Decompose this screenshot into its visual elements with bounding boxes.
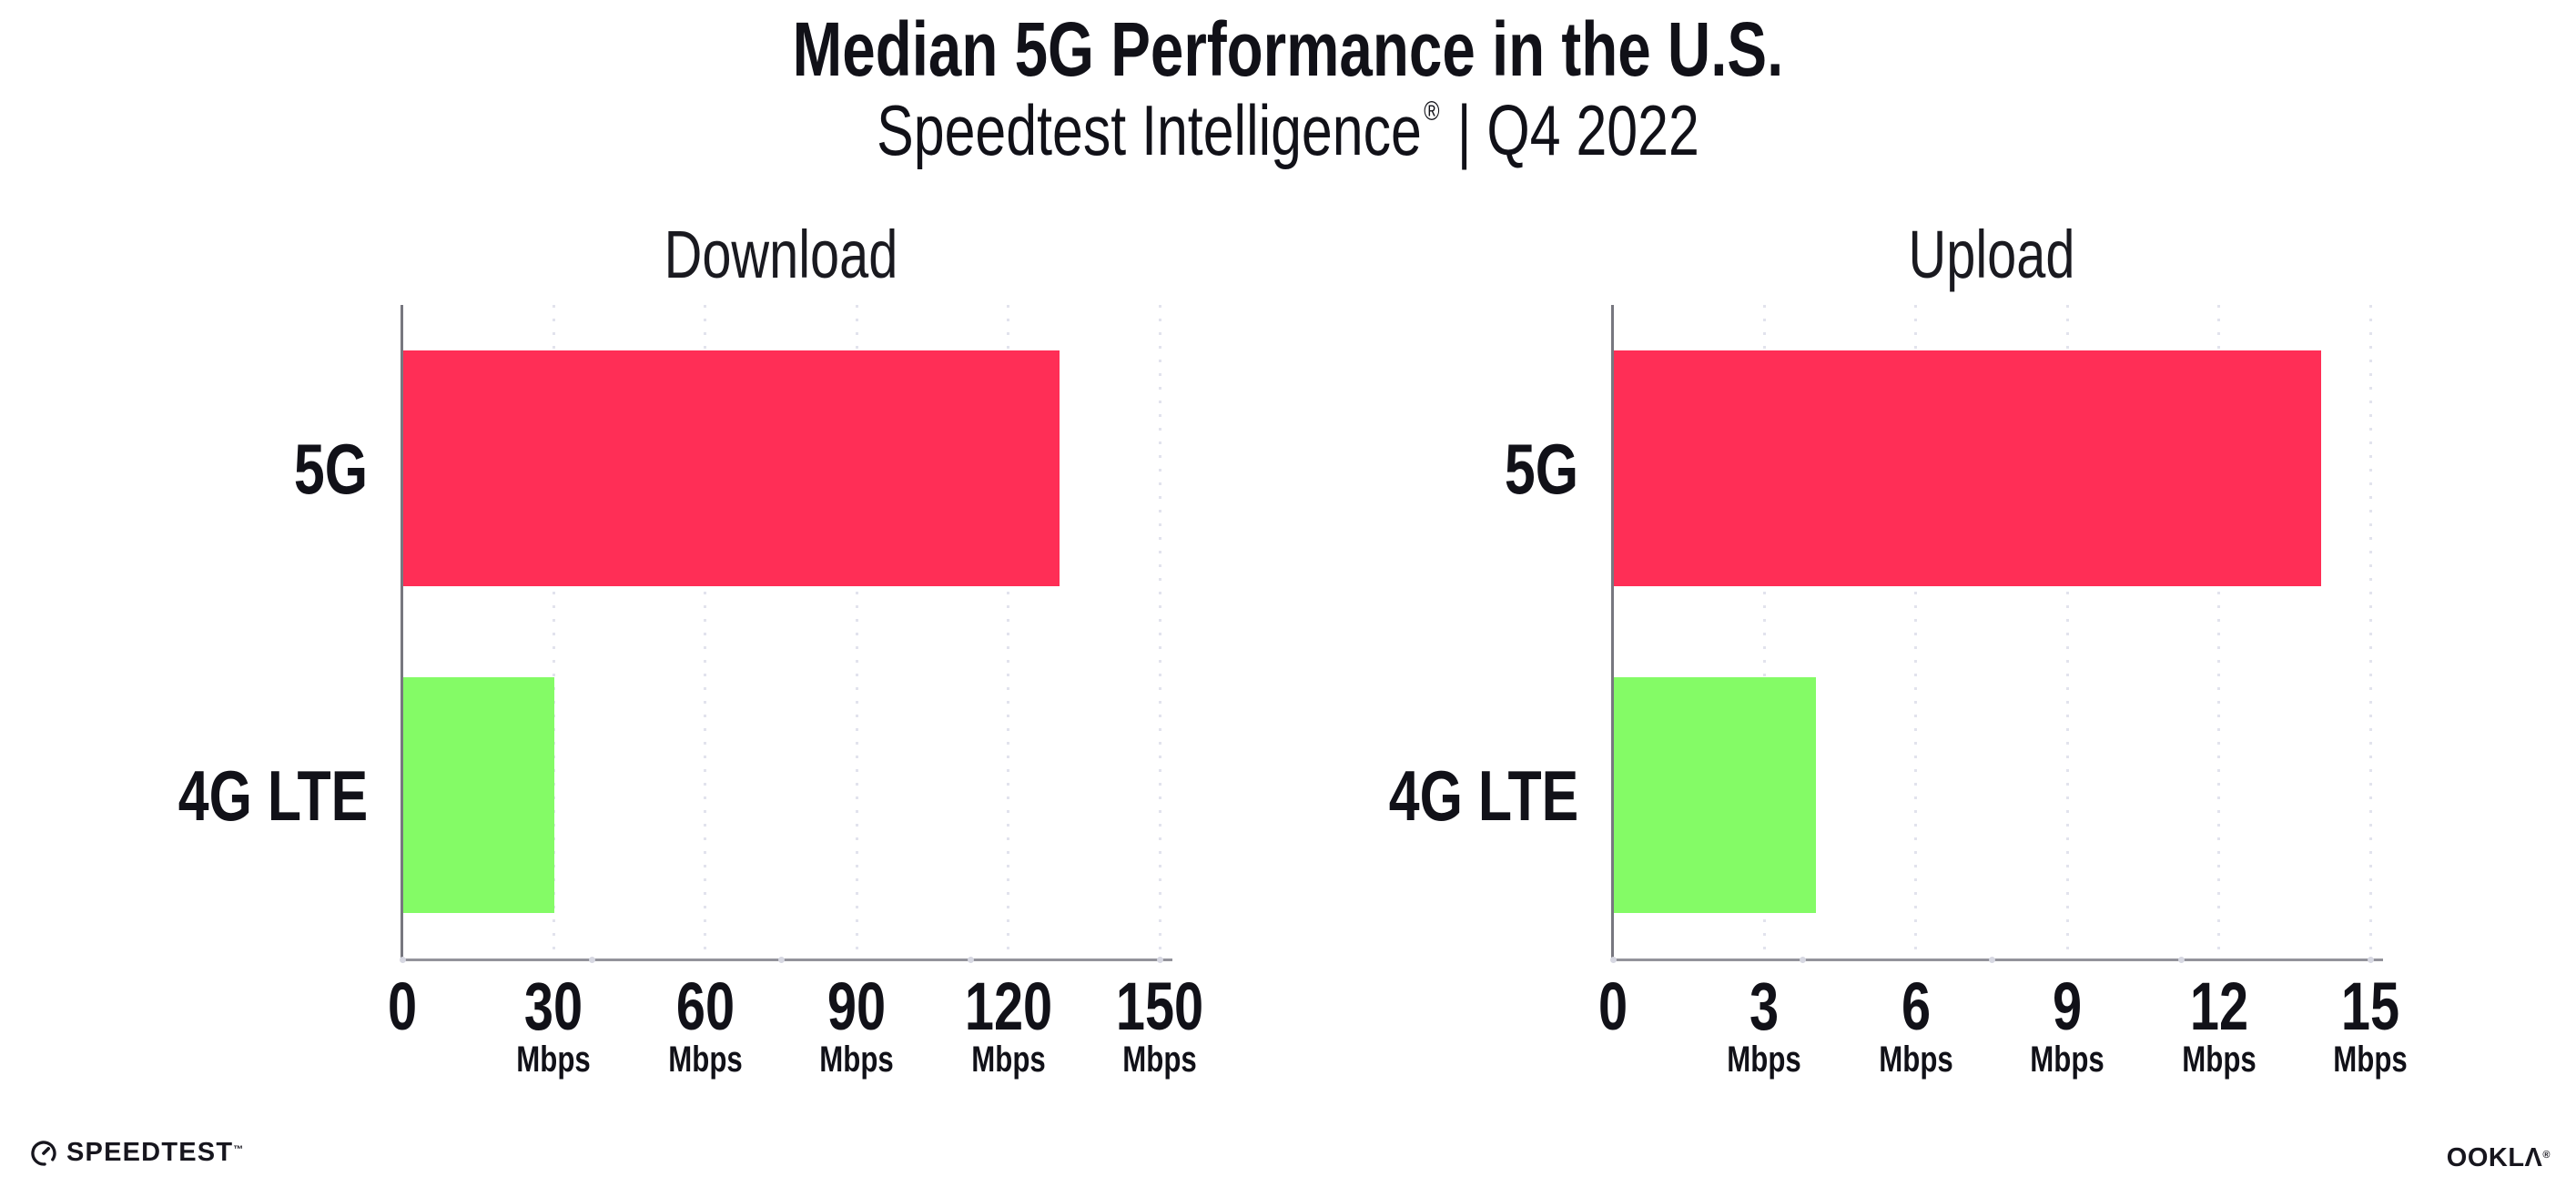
speedtest-gauge-icon [31,1140,56,1166]
bar-5g [1614,350,2321,586]
gridline [1158,305,1161,959]
x-tick-label: 150 [1115,969,1204,1044]
axis-tick-dot [1988,957,1995,963]
y-axis-line [1611,305,1614,961]
x-tick-unit-label: Mbps [2181,1040,2257,1080]
x-tick-label: 60 [675,969,735,1044]
axis-tick-dot [399,957,406,963]
speedtest-wordmark: SPEEDTEST™ [66,1138,245,1167]
x-axis-line [401,959,1172,961]
gridline [704,305,707,959]
x-tick-unit-label: Mbps [1727,1040,1802,1080]
page-title: Median 5G Performance in the U.S. [792,6,1784,92]
x-tick-label: 120 [964,969,1052,1044]
subtitle-period: | Q4 2022 [1441,90,1699,170]
x-tick-label: 0 [1597,969,1628,1044]
gridline [1762,305,1766,959]
gridline [2368,305,2372,959]
x-tick-unit-label: Mbps [2030,1040,2104,1080]
gridline [2217,305,2221,959]
axis-tick-dot [2367,957,2374,963]
axis-tick-dot [1799,957,1806,963]
category-label-4g-lte: 4G LTE [177,755,368,836]
x-tick-label: 15 [2340,969,2400,1044]
x-tick-label: 12 [2189,969,2248,1044]
x-tick-label: 6 [1901,969,1931,1044]
axis-tick-dot [777,957,785,963]
x-tick-label: 3 [1749,969,1780,1044]
gridline [2065,305,2069,959]
x-tick-unit-label: Mbps [819,1040,894,1080]
ookla-registered-mark: ® [2542,1150,2551,1161]
category-label-4g-lte: 4G LTE [1388,755,1578,836]
category-label-5g: 5G [293,428,368,509]
gridline [1914,305,1918,959]
axis-tick-dot [2177,957,2185,963]
y-axis-line [401,305,403,961]
x-tick-unit-label: Mbps [668,1040,743,1080]
axis-tick-dot [588,957,595,963]
x-tick-label: 0 [387,969,418,1044]
registered-mark: ® [1424,96,1440,127]
x-tick-label: 30 [524,969,583,1044]
x-tick-unit-label: Mbps [516,1040,592,1080]
trademark-mark: ™ [233,1144,245,1155]
chart-title-upload: Upload [1908,217,2075,292]
page-subtitle: Speedtest Intelligence® | Q4 2022 [877,91,1699,186]
bar-4g-lte [1614,677,1816,913]
gridline [855,305,858,959]
axis-tick-dot [1609,957,1617,963]
x-tick-unit-label: Mbps [1879,1040,1953,1080]
gridline [1007,305,1010,959]
axis-tick-dot [1156,957,1163,963]
speedtest-logo: SPEEDTEST™ [29,1138,244,1168]
bar-5g [403,350,1060,586]
subtitle-brand: Speedtest Intelligence [877,90,1422,170]
x-tick-unit-label: Mbps [970,1040,1046,1080]
x-tick-label: 9 [2053,969,2083,1044]
axis-tick-dot [967,957,974,963]
ookla-wordmark: OOKLΛ [2446,1143,2543,1172]
bar-4g-lte [403,677,555,913]
category-label-5g: 5G [1504,428,1578,509]
chart-title-download: Download [664,217,898,292]
ookla-logo: OOKLΛ® [2447,1143,2551,1173]
x-axis-line [1611,959,2383,961]
x-tick-unit-label: Mbps [2333,1040,2408,1080]
gridline [552,305,555,959]
x-tick-unit-label: Mbps [1122,1040,1197,1080]
x-tick-label: 90 [827,969,887,1044]
